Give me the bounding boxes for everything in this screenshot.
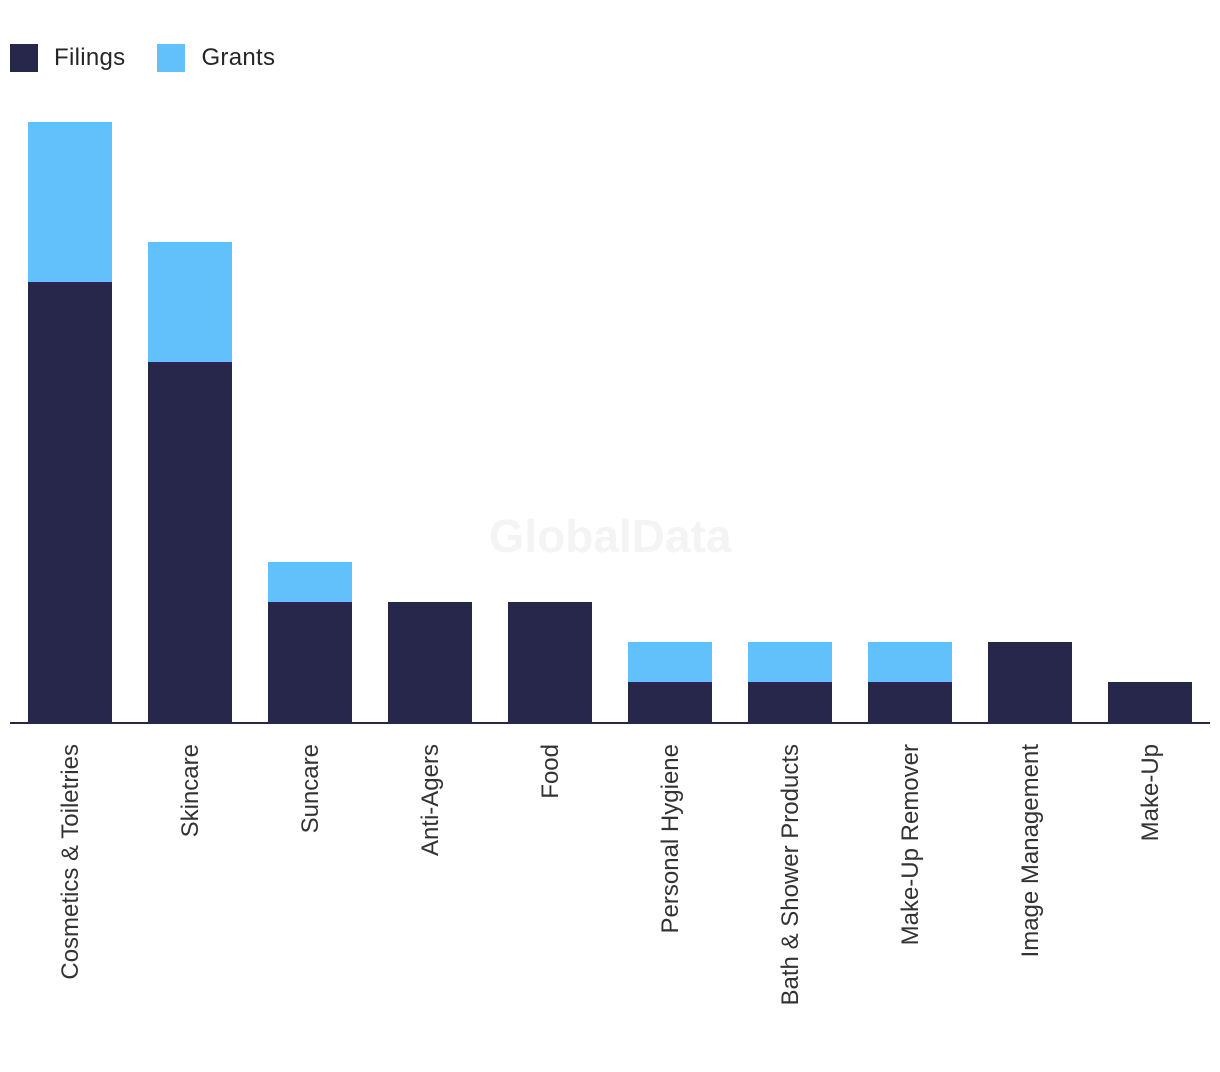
tick-labels-group: Cosmetics & Toiletries Skincare Suncare Ant… <box>57 744 1164 1006</box>
legend-swatch-filings <box>10 44 38 72</box>
tick-label-food: Food <box>537 744 564 799</box>
bar-filings-image-management[interactable] <box>988 642 1072 722</box>
legend-item-grants[interactable]: Grants <box>157 44 275 72</box>
tick-label-make-up: Make-Up <box>1137 744 1164 841</box>
legend: Filings Grants <box>10 44 275 72</box>
legend-swatch-grants <box>157 44 186 72</box>
bar-filings-make-up[interactable] <box>1108 682 1192 722</box>
bar-filings-bath-and-shower-products[interactable] <box>748 682 832 722</box>
bar-grants-suncare[interactable] <box>268 562 352 602</box>
tick-label-skincare: Skincare <box>177 744 204 837</box>
bar-filings-cosmetics-and-toiletries[interactable] <box>28 282 112 722</box>
legend-item-filings[interactable]: Filings <box>10 44 125 72</box>
bar-grants-personal-hygiene[interactable] <box>628 642 712 682</box>
bar-filings-suncare[interactable] <box>268 602 352 722</box>
tick-label-cosmetics-and-toiletries: Cosmetics & Toiletries <box>57 744 84 980</box>
bar-filings-anti-agers[interactable] <box>388 602 472 722</box>
bar-filings-food[interactable] <box>508 602 592 722</box>
bar-filings-make-up-remover[interactable] <box>868 682 952 722</box>
tick-label-anti-agers: Anti-Agers <box>417 744 444 856</box>
legend-label-filings: Filings <box>54 44 126 71</box>
tick-label-make-up-remover: Make-Up Remover <box>897 744 924 945</box>
legend-label-grants: Grants <box>201 44 276 71</box>
bar-grants-cosmetics-and-toiletries[interactable] <box>28 122 112 282</box>
bar-grants-make-up-remover[interactable] <box>868 642 952 682</box>
watermark: GlobalData <box>489 510 732 562</box>
tick-label-personal-hygiene: Personal Hygiene <box>657 744 684 933</box>
bar-grants-bath-and-shower-products[interactable] <box>748 642 832 682</box>
tick-label-bath-and-shower-products: Bath & Shower Products <box>777 744 804 1005</box>
tick-label-image-management: Image Management <box>1017 744 1044 958</box>
bar-filings-skincare[interactable] <box>148 362 232 722</box>
bar-grants-skincare[interactable] <box>148 242 232 362</box>
bars-group <box>28 122 1192 722</box>
tick-label-suncare: Suncare <box>297 744 324 833</box>
bar-filings-personal-hygiene[interactable] <box>628 682 712 722</box>
